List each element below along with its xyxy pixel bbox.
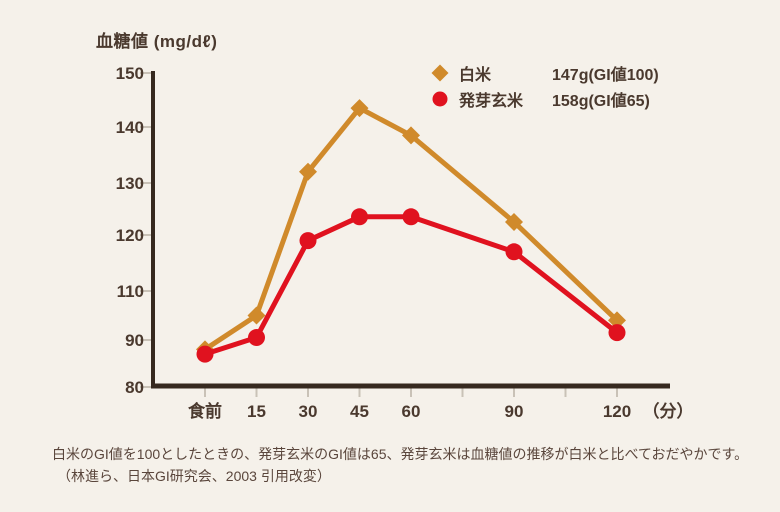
chart-caption: 白米のGI値を100としたときの、発芽玄米のGI値は65、発芽玄米は血糖値の推移… xyxy=(52,443,762,487)
x-tick-label: 食前 xyxy=(188,401,222,421)
y-tick-label: 90 xyxy=(125,331,144,350)
legend-value: 147g(GI値100) xyxy=(552,66,659,84)
legend-label: 発芽玄米 xyxy=(459,92,524,110)
x-axis-unit-label: （分） xyxy=(643,401,694,421)
data-point-germinated-brown-rice-1 xyxy=(248,329,265,347)
x-tick-label: 90 xyxy=(505,402,524,421)
y-tick-label: 120 xyxy=(116,226,144,245)
caption-line-1: 白米のGI値を100としたときの、発芽玄米のGI値は65、発芽玄米は血糖値の推移… xyxy=(52,446,749,462)
y-tick-label: 80 xyxy=(125,378,144,397)
y-tick-label: 140 xyxy=(116,118,144,137)
data-point-white-rice-3 xyxy=(350,99,369,118)
legend-marker xyxy=(431,64,449,81)
data-point-germinated-brown-rice-4 xyxy=(402,208,420,226)
data-point-white-rice-5 xyxy=(505,213,523,231)
legend-value: 158g(GI値65) xyxy=(552,92,650,110)
data-point-germinated-brown-rice-3 xyxy=(351,208,368,226)
data-point-white-rice-6 xyxy=(608,311,626,330)
legend-label: 白米 xyxy=(459,66,492,84)
legend-marker xyxy=(432,91,448,106)
caption-line-2: （林進ら、日本GI研究会、2003 引用改変） xyxy=(57,468,331,484)
y-tick-label: 150 xyxy=(116,64,144,83)
x-tick-label: 45 xyxy=(350,402,369,421)
data-point-white-rice-1 xyxy=(247,306,266,325)
data-point-germinated-brown-rice-6 xyxy=(608,324,626,342)
circle-icon xyxy=(432,91,448,106)
chart-legend: 白米 147g(GI値100) 発芽玄米 158g(GI値65) xyxy=(430,61,659,110)
y-tick-label: 110 xyxy=(117,282,144,301)
legend-item-white-rice: 白米 147g(GI値100) xyxy=(430,61,659,84)
x-tick-label: 120 xyxy=(603,402,631,421)
y-tick-label: 130 xyxy=(116,174,144,193)
data-point-germinated-brown-rice-5 xyxy=(505,243,523,261)
legend-item-germinated-brown-rice: 発芽玄米 158g(GI値65) xyxy=(430,87,659,110)
x-tick-label: 15 xyxy=(247,402,266,421)
data-point-white-rice-2 xyxy=(299,162,317,181)
data-point-germinated-brown-rice-0 xyxy=(196,345,214,363)
diamond-icon xyxy=(431,64,449,81)
x-tick-label: 30 xyxy=(299,402,318,421)
y-axis-title: 血糖値 (mg/dℓ) xyxy=(96,32,218,51)
x-tick-label: 60 xyxy=(402,402,421,421)
data-point-germinated-brown-rice-2 xyxy=(299,232,317,250)
data-point-white-rice-4 xyxy=(402,126,420,145)
